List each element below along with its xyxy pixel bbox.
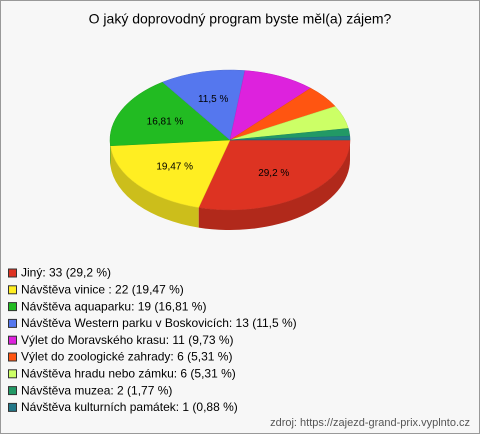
slice [162,69,246,141]
slice [109,81,231,147]
legend-swatch [8,352,17,362]
slice [110,139,231,208]
legend-swatch [8,318,17,328]
legend-label: Návštěva Western parku v Boskovicích: 13… [21,316,297,330]
slice-label: 16,81 % [147,117,184,128]
legend-swatch [8,268,17,278]
slice-side [198,140,350,230]
legend-label: Návštěva vinice : 22 (19,47 %) [21,282,184,296]
legend-label: Návštěva muzea: 2 (1,77 %) [21,383,172,397]
slice-label: 19,47 % [156,162,193,173]
legend-swatch [8,285,17,295]
legend-label: Návštěva kulturních památek: 1 (0,88 %) [21,400,238,414]
slice-label: 11,5 % [198,94,228,105]
legend-label: Návštěva aquaparku: 19 (16,81 %) [21,299,206,313]
slice-side [110,145,199,228]
legend-label: Návštěva hradu nebo zámku: 6 (5,31 %) [21,366,236,380]
slice [229,135,351,141]
slice [229,70,312,141]
legend-label: Výlet do Moravského krasu: 11 (9,73 %) [21,333,234,347]
legend-swatch [8,369,17,379]
legend-label: Výlet do zoologické zahrady: 6 (5,31 %) [21,350,232,364]
legend-label: Jiný: 33 (29,2 %) [21,266,111,280]
slice [198,139,351,211]
legend-swatch [8,335,17,345]
slice-label: 29,2 % [258,168,289,179]
legend-swatch [8,402,17,412]
legend-swatch [8,302,17,312]
chart-title: O jaký doprovodný program byste měl(a) z… [89,11,392,27]
legend-swatch [8,386,17,396]
source: zdroj: https://zajezd-grand-prix.vyplnto… [270,417,470,429]
